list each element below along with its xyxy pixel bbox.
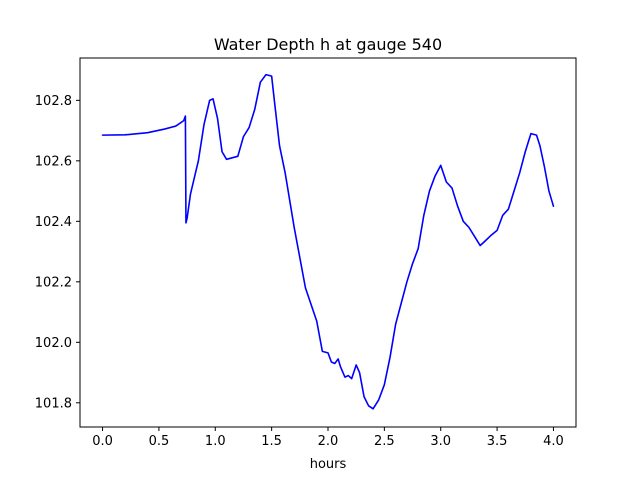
chart-title: Water Depth h at gauge 540 xyxy=(214,35,442,54)
y-tick-label: 102.2 xyxy=(35,275,72,290)
y-tick-label: 102.6 xyxy=(35,154,72,169)
y-tick-label: 102.0 xyxy=(35,336,72,351)
x-tick-label: 2.5 xyxy=(374,434,395,449)
x-tick-label: 1.5 xyxy=(261,434,282,449)
y-tick-label: 101.8 xyxy=(35,396,72,411)
x-tick-label: 0.5 xyxy=(149,434,170,449)
series-line-0 xyxy=(101,73,555,410)
x-tick-label: 2.0 xyxy=(318,434,339,449)
series-layer xyxy=(101,73,555,410)
x-tick-label: 0.0 xyxy=(92,434,113,449)
axis-ticks: 0.0 0.5 1.0 1.5 2.0 2.5 3.0 3.5 4.0 101.8 102.0 102… xyxy=(35,94,564,449)
axes-frame xyxy=(79,57,577,428)
x-tick-label: 3.5 xyxy=(487,434,508,449)
x-tick-label: 1.0 xyxy=(205,434,226,449)
x-tick-label: 4.0 xyxy=(543,434,564,449)
y-tick-label: 102.4 xyxy=(35,215,72,230)
x-axis-label: hours xyxy=(310,457,347,472)
y-tick-label: 102.8 xyxy=(35,94,72,109)
x-tick-label: 3.0 xyxy=(430,434,451,449)
